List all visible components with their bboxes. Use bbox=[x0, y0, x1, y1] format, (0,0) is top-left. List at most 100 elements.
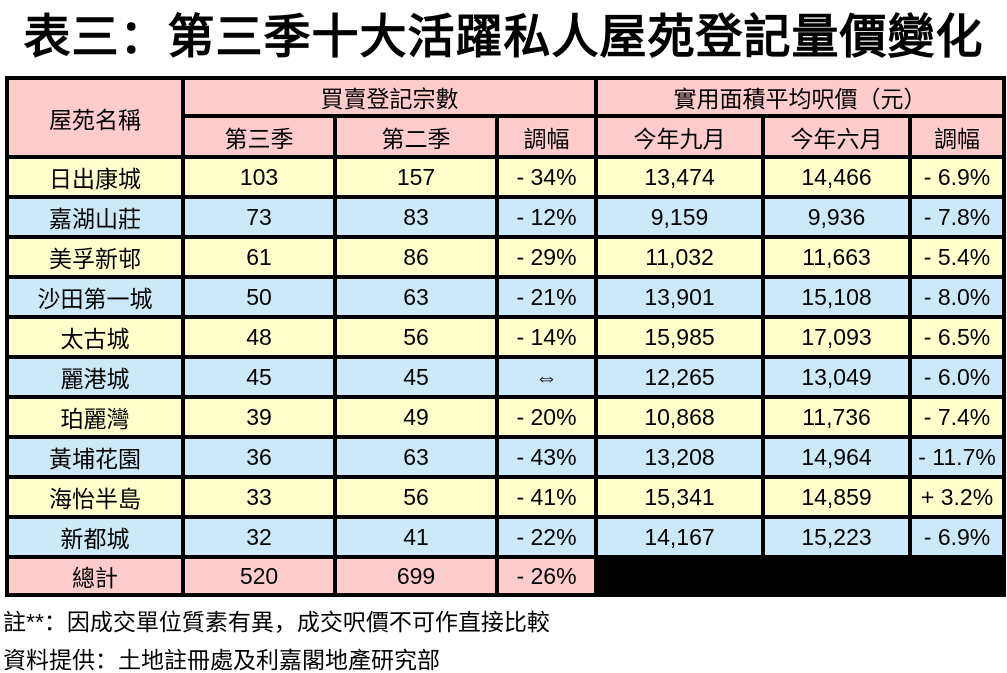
total-count-change: - 26% bbox=[494, 555, 599, 597]
count-change-cell: ⇔ bbox=[494, 355, 599, 399]
count-change-cell: - 14% bbox=[494, 315, 599, 359]
total-q2-count: 699 bbox=[333, 555, 499, 597]
q3-count-cell: 36 bbox=[181, 435, 337, 479]
jun-price-cell: 14,466 bbox=[761, 155, 913, 199]
estate-name-cell: 太古城 bbox=[5, 315, 185, 359]
estate-name-cell: 海怡半島 bbox=[5, 475, 185, 519]
q3-count-cell: 48 bbox=[181, 315, 337, 359]
total-row: 總計 520 699 - 26% bbox=[5, 555, 1007, 597]
table-header: 屋苑名稱 買賣登記宗數 實用面積平均呎價（元） 第三季 第二季 調幅 今年九月 … bbox=[5, 76, 1007, 159]
header-estate-name: 屋苑名稱 bbox=[5, 76, 185, 159]
estates-table: 屋苑名稱 買賣登記宗數 實用面積平均呎價（元） 第三季 第二季 調幅 今年九月 … bbox=[5, 76, 1007, 597]
q3-count-cell: 33 bbox=[181, 475, 337, 519]
table-row: 沙田第一城 50 63- 21% 13,901 15,108- 8.0% bbox=[5, 275, 1007, 319]
header-price-change: 調幅 bbox=[908, 114, 1007, 159]
q2-count-cell: 56 bbox=[333, 475, 499, 519]
price-change-cell: - 8.0% bbox=[908, 275, 1007, 319]
header-q2: 第二季 bbox=[333, 114, 499, 159]
q2-count-cell: 49 bbox=[333, 395, 499, 439]
table-row: 嘉湖山莊 73 83- 12% 9,159 9,936- 7.8% bbox=[5, 195, 1007, 239]
total-q3-count: 520 bbox=[181, 555, 337, 597]
q2-count-cell: 157 bbox=[333, 155, 499, 199]
price-change-cell: - 7.8% bbox=[908, 195, 1007, 239]
footnotes: 註**：因成交單位質素有異，成交呎價不可作直接比較 資料提供：土地註冊處及利嘉閣… bbox=[3, 603, 1007, 673]
blackout-cell bbox=[594, 555, 1007, 597]
q3-count-cell: 103 bbox=[181, 155, 337, 199]
total-label: 總計 bbox=[5, 555, 185, 597]
count-change-cell: - 20% bbox=[494, 395, 599, 439]
estate-name-cell: 麗港城 bbox=[5, 355, 185, 399]
q3-count-cell: 50 bbox=[181, 275, 337, 319]
table-row: 太古城 48 56- 14% 15,985 17,093- 6.5% bbox=[5, 315, 1007, 359]
q2-count-cell: 63 bbox=[333, 435, 499, 479]
header-group-row: 屋苑名稱 買賣登記宗數 實用面積平均呎價（元） bbox=[5, 76, 1007, 159]
header-price-group: 實用面積平均呎價（元） bbox=[594, 76, 1007, 118]
q3-count-cell: 39 bbox=[181, 395, 337, 439]
header-count-change: 調幅 bbox=[494, 114, 599, 159]
jun-price-cell: 14,964 bbox=[761, 435, 913, 479]
sep-price-cell: 15,341 bbox=[594, 475, 766, 519]
table-row: 美孚新邨 61 86- 29% 11,032 11,663- 5.4% bbox=[5, 235, 1007, 279]
header-registrations-group: 買賣登記宗數 bbox=[180, 76, 599, 118]
count-change-cell: - 43% bbox=[494, 435, 599, 479]
q2-count-cell: 83 bbox=[333, 195, 499, 239]
note-source: 資料提供：土地註冊處及利嘉閣地產研究部 bbox=[3, 647, 440, 673]
estate-name-cell: 黃埔花園 bbox=[5, 435, 185, 479]
estate-name-cell: 嘉湖山莊 bbox=[5, 195, 185, 239]
sep-price-cell: 13,474 bbox=[594, 155, 766, 199]
table-footer: 總計 520 699 - 26% bbox=[5, 555, 1007, 597]
price-change-cell: - 7.4% bbox=[908, 395, 1007, 439]
jun-price-cell: 14,859 bbox=[761, 475, 913, 519]
sep-price-cell: 10,868 bbox=[594, 395, 766, 439]
table-row: 日出康城 103 157- 34% 13,474 14,466- 6.9% bbox=[5, 155, 1007, 199]
count-change-cell: - 29% bbox=[494, 235, 599, 279]
jun-price-cell: 17,093 bbox=[761, 315, 913, 359]
table-row: 珀麗灣 39 49- 20% 10,868 11,736- 7.4% bbox=[5, 395, 1007, 439]
table-row: 新都城 32 41- 22% 14,167 15,223- 6.9% bbox=[5, 515, 1007, 559]
price-change-cell: - 6.0% bbox=[908, 355, 1007, 399]
sep-price-cell: 15,985 bbox=[594, 315, 766, 359]
q2-count-cell: 45 bbox=[333, 355, 499, 399]
q2-count-cell: 86 bbox=[333, 235, 499, 279]
price-change-cell: - 6.9% bbox=[908, 155, 1007, 199]
estate-name-cell: 美孚新邨 bbox=[5, 235, 185, 279]
q3-count-cell: 45 bbox=[181, 355, 337, 399]
table-body: 日出康城 103 157- 34% 13,474 14,466- 6.9% 嘉湖山莊 73 8… bbox=[5, 155, 1007, 559]
jun-price-cell: 13,049 bbox=[761, 355, 913, 399]
header-jun-price: 今年六月 bbox=[761, 114, 913, 159]
jun-price-cell: 11,663 bbox=[761, 235, 913, 279]
q3-count-cell: 73 bbox=[181, 195, 337, 239]
price-change-cell: - 6.5% bbox=[908, 315, 1007, 359]
count-change-cell: - 22% bbox=[494, 515, 599, 559]
count-change-cell: - 34% bbox=[494, 155, 599, 199]
jun-price-cell: 11,736 bbox=[761, 395, 913, 439]
q3-count-cell: 32 bbox=[181, 515, 337, 559]
estate-name-cell: 沙田第一城 bbox=[5, 275, 185, 319]
price-change-cell: - 11.7% bbox=[908, 435, 1007, 479]
price-change-cell: + 3.2% bbox=[908, 475, 1007, 519]
count-change-cell: - 41% bbox=[494, 475, 599, 519]
q2-count-cell: 41 bbox=[333, 515, 499, 559]
table-row: 黃埔花園 36 63- 43% 13,208 14,964- 11.7% bbox=[5, 435, 1007, 479]
note-comparison: 註**：因成交單位質素有異，成交呎價不可作直接比較 bbox=[3, 609, 550, 635]
page-title: 表三：第三季十大活躍私人屋苑登記量價變化 bbox=[23, 10, 984, 63]
header-sub-row: 第三季 第二季 調幅 今年九月 今年六月 調幅 bbox=[7, 114, 1007, 159]
sep-price-cell: 14,167 bbox=[594, 515, 766, 559]
table-row: 麗港城 45 45 ⇔ 12,265 13,049- 6.0% bbox=[5, 355, 1007, 399]
jun-price-cell: 9,936 bbox=[761, 195, 913, 239]
price-change-cell: - 5.4% bbox=[908, 235, 1007, 279]
jun-price-cell: 15,108 bbox=[761, 275, 913, 319]
estate-name-cell: 日出康城 bbox=[5, 155, 185, 199]
estate-name-cell: 新都城 bbox=[5, 515, 185, 559]
header-sep-price: 今年九月 bbox=[594, 114, 766, 159]
sep-price-cell: 12,265 bbox=[594, 355, 766, 399]
q2-count-cell: 56 bbox=[333, 315, 499, 359]
q2-count-cell: 63 bbox=[333, 275, 499, 319]
header-q3: 第三季 bbox=[181, 114, 337, 159]
price-change-cell: - 6.9% bbox=[908, 515, 1007, 559]
count-change-cell: - 21% bbox=[494, 275, 599, 319]
sep-price-cell: 11,032 bbox=[594, 235, 766, 279]
sep-price-cell: 13,208 bbox=[594, 435, 766, 479]
jun-price-cell: 15,223 bbox=[761, 515, 913, 559]
